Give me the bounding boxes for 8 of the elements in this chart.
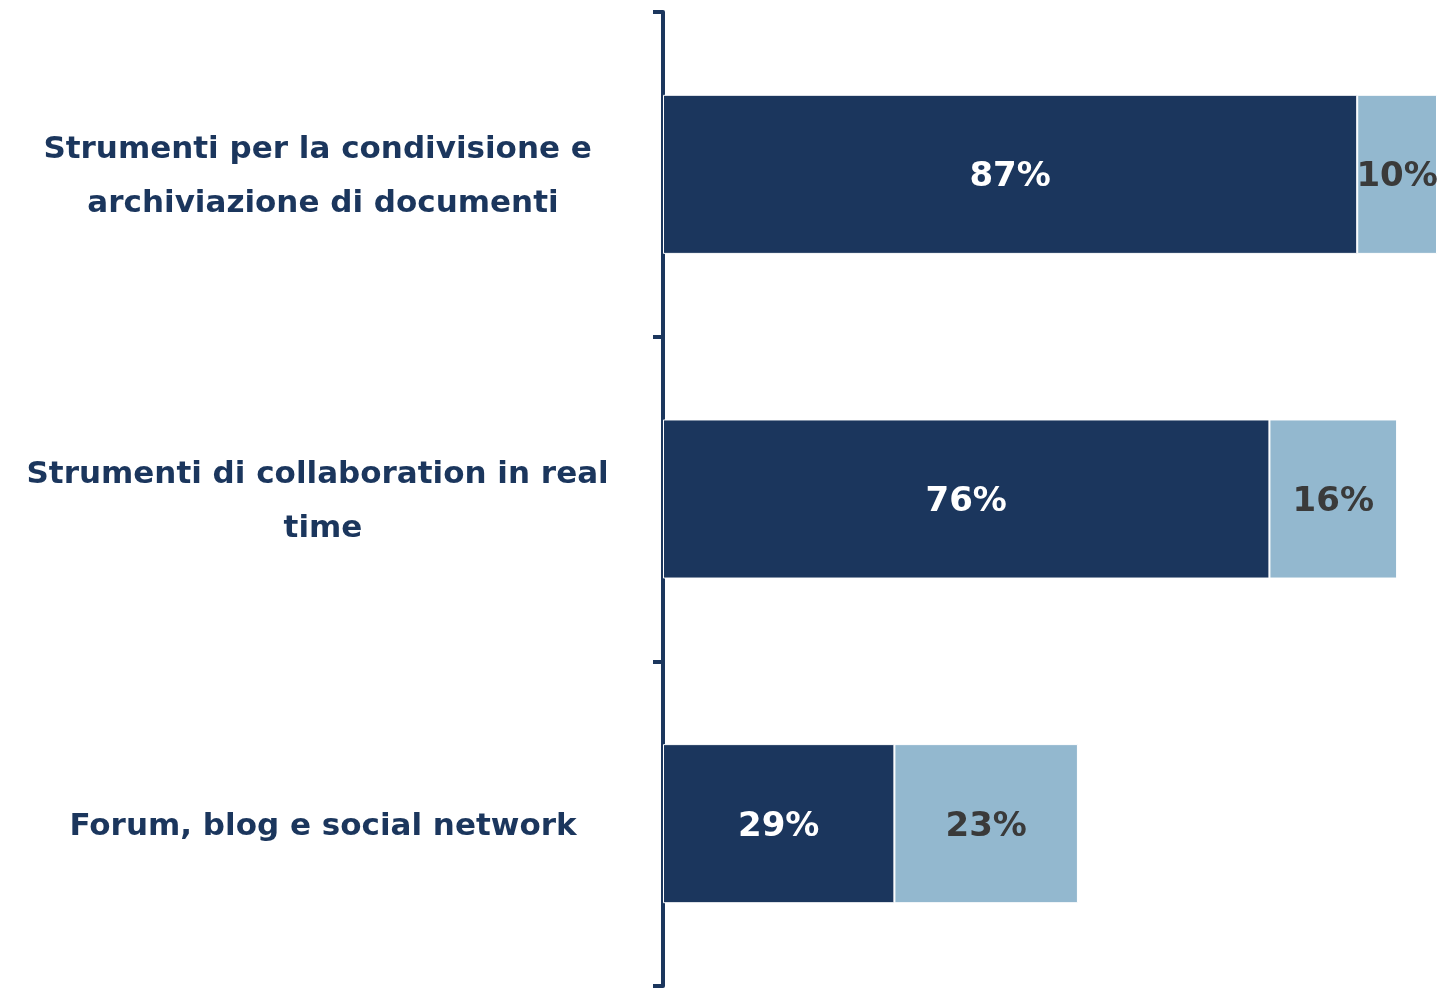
data-label: 16% [1292, 479, 1374, 519]
y-tick-label: Forum, blog e social network [69, 805, 578, 842]
y-tick-label: Strumenti per la condivisione e archiviazione di documenti [43, 129, 603, 220]
data-label: 76% [925, 479, 1007, 519]
y-tick-label: Strumenti di collaboration in real time [26, 454, 620, 544]
data-label: 87% [969, 154, 1051, 195]
data-label: 23% [945, 803, 1027, 844]
data-label: 29% [738, 803, 820, 844]
